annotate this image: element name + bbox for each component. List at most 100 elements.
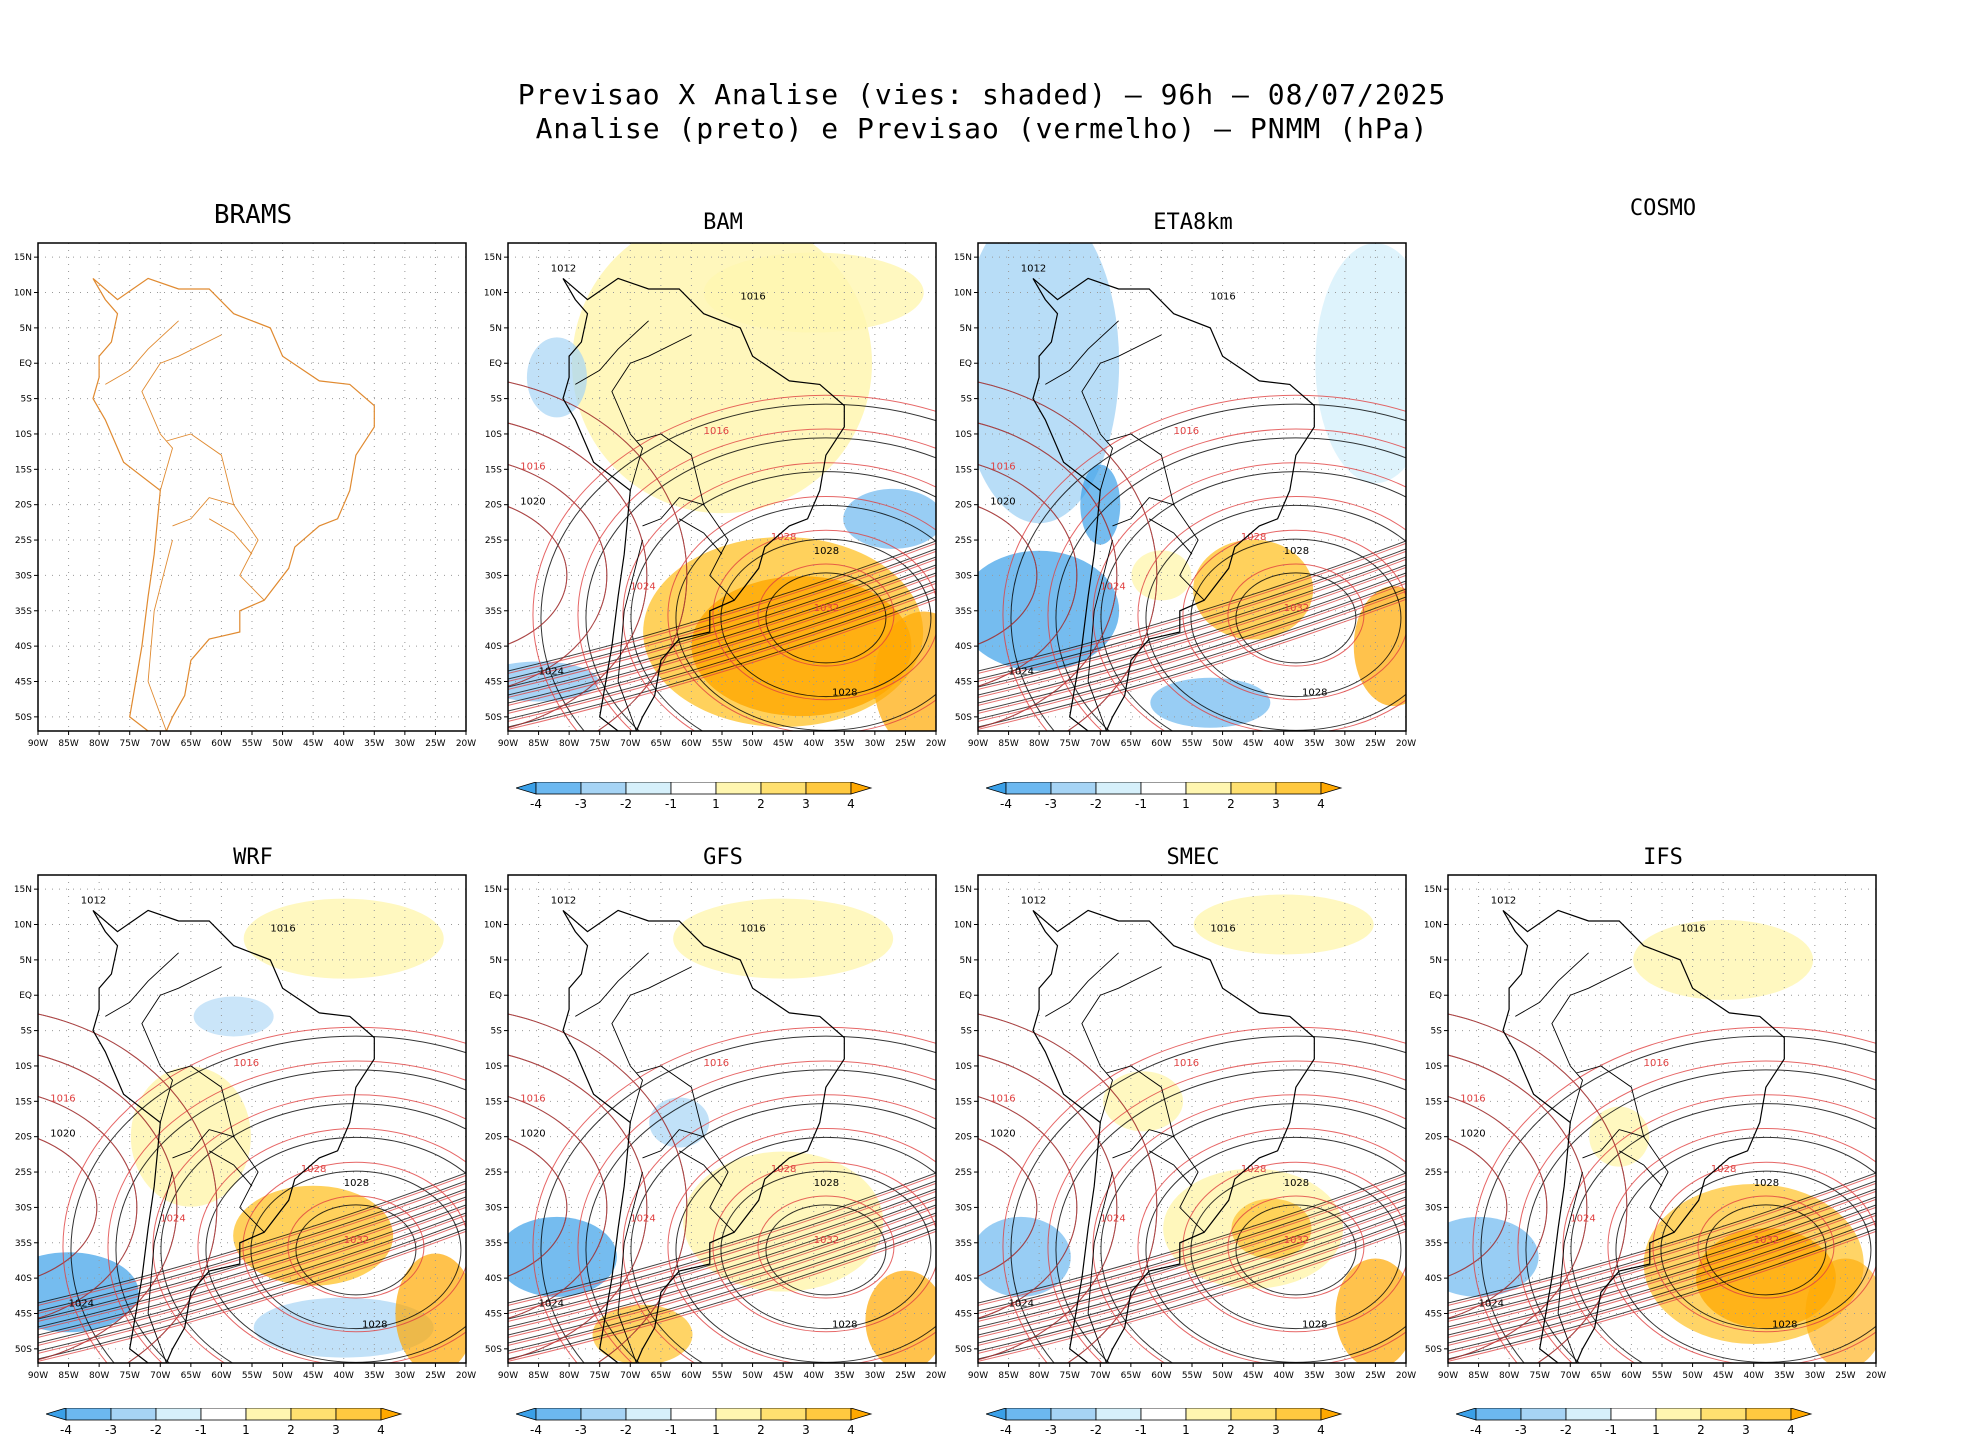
colorbar-label: -1 xyxy=(1135,797,1147,811)
lon-tick-label: 75W xyxy=(120,1371,140,1381)
lat-tick-label: 5N xyxy=(490,956,502,966)
colorbar-segment xyxy=(1275,782,1322,795)
lat-tick-label: 45S xyxy=(955,677,972,687)
analysis-isobar xyxy=(1448,1196,1876,1328)
forecast-label: 1016 xyxy=(520,461,545,472)
analysis-label: 1020 xyxy=(520,1129,545,1140)
panel-title-ifs: IFS xyxy=(1643,845,1683,870)
colorbar-label: 4 xyxy=(847,797,855,811)
analysis-isobar xyxy=(630,471,936,731)
lon-tick-label: 70W xyxy=(620,1371,640,1381)
analysis-label: 1012 xyxy=(1021,263,1046,274)
forecast-isobar xyxy=(1448,1182,1876,1314)
analysis-isobar xyxy=(978,1172,1406,1304)
lat-tick-label: 5N xyxy=(490,324,502,334)
colorbar-label: 3 xyxy=(1742,1423,1750,1437)
forecast-isobar xyxy=(1448,1214,1876,1346)
colorbar-label: 1 xyxy=(712,1423,720,1437)
colorbar-segment xyxy=(1230,1408,1277,1421)
lon-tick-label: 55W xyxy=(1182,1371,1202,1381)
forecast-isobar xyxy=(1137,1128,1406,1363)
country-border xyxy=(617,1171,643,1363)
lat-tick-label: EQ xyxy=(1429,991,1442,1001)
analysis-isobar xyxy=(508,1188,936,1320)
forecast-isobar xyxy=(1047,428,1406,731)
lon-tick-label: 90W xyxy=(28,1371,48,1381)
lat-tick-label: 30S xyxy=(15,1203,32,1213)
analysis-label: 1016 xyxy=(1210,924,1235,935)
colorbar-segment xyxy=(580,782,627,795)
lat-tick-label: 10S xyxy=(485,1062,502,1072)
analysis-label: 1028 xyxy=(814,546,839,557)
forecast-label: 1024 xyxy=(630,582,655,593)
lat-tick-label: 15S xyxy=(485,465,502,475)
analysis-label: 1016 xyxy=(740,924,765,935)
country-border xyxy=(166,433,235,527)
country-border xyxy=(1618,1150,1663,1187)
bias-shade xyxy=(508,661,599,702)
panel-title-wrf: WRF xyxy=(233,845,273,870)
analysis-isobar xyxy=(978,556,1406,688)
forecast-label: 1016 xyxy=(520,1093,545,1104)
lat-tick-label: 50S xyxy=(485,1345,502,1355)
coastline xyxy=(1032,909,1315,1363)
lat-tick-label: 35S xyxy=(485,607,502,617)
lat-tick-label: 30S xyxy=(485,571,502,581)
lon-tick-label: 75W xyxy=(1060,739,1080,749)
country-border xyxy=(636,433,705,527)
lon-tick-label: 40W xyxy=(804,739,824,749)
lon-tick-label: 65W xyxy=(181,1371,201,1381)
colorbar-segment xyxy=(1005,1408,1052,1421)
colorbar-segment xyxy=(535,782,582,795)
lat-tick-label: 5S xyxy=(1431,1027,1443,1037)
lon-tick-label: 25W xyxy=(895,1371,915,1381)
lon-tick-label: 30W xyxy=(1335,739,1355,749)
forecast-isobar xyxy=(978,381,1158,731)
analysis-isobar xyxy=(1448,1180,1876,1312)
forecast-label: 1024 xyxy=(160,1214,185,1225)
lat-tick-label: 15S xyxy=(15,465,32,475)
colorbar-segment xyxy=(1140,1408,1187,1421)
lat-tick-label: 10S xyxy=(1425,1062,1442,1072)
lat-tick-label: EQ xyxy=(19,359,32,369)
colorbar-label: -2 xyxy=(1560,1423,1572,1437)
map-panel-eta8km: 1012 1016 1020 1024 1028 1028 1016 1024 1028 1032… xyxy=(954,242,1416,749)
analysis-label: 1024 xyxy=(1009,1298,1034,1309)
lat-tick-label: 15S xyxy=(955,465,972,475)
colorbar-arrow-right xyxy=(1790,1408,1813,1421)
forecast-isobar xyxy=(532,1026,936,1363)
lon-tick-label: 45W xyxy=(773,1371,793,1381)
colorbar-segment xyxy=(670,782,717,795)
analysis-isobar xyxy=(160,1103,466,1363)
forecast-isobar xyxy=(978,506,1038,645)
panel-title-cosmo: COSMO xyxy=(1629,196,1697,221)
country-border xyxy=(1106,433,1175,527)
lat-tick-label: EQ xyxy=(489,991,502,1001)
analysis-isobar xyxy=(630,1103,936,1363)
colorbar-segment xyxy=(1185,782,1232,795)
forecast-isobar xyxy=(978,1214,1406,1346)
country-border xyxy=(208,518,253,555)
forecast-isobar xyxy=(508,1013,688,1363)
lat-tick-label: 20S xyxy=(955,1133,972,1143)
coastline xyxy=(1032,277,1315,731)
lon-tick-label: 70W xyxy=(150,739,170,749)
country-border xyxy=(147,539,173,731)
lat-tick-label: 35S xyxy=(955,1239,972,1249)
colorbar-label: 3 xyxy=(332,1423,340,1437)
forecast-isobar xyxy=(978,566,1406,698)
forecast-label: 1032 xyxy=(344,1235,369,1246)
lat-tick-label: 25S xyxy=(955,536,972,546)
forecast-isobar xyxy=(1002,394,1406,731)
forecast-label: 1028 xyxy=(1241,1164,1266,1175)
lat-tick-label: 10N xyxy=(484,289,502,299)
colorbar-segment xyxy=(1520,1408,1567,1421)
lon-tick-label: 40W xyxy=(334,1371,354,1381)
analysis-label: 1012 xyxy=(81,895,106,906)
lon-tick-label: 85W xyxy=(998,1371,1018,1381)
country-border xyxy=(1087,1171,1113,1363)
forecast-isobar xyxy=(38,1198,466,1330)
lat-tick-label: EQ xyxy=(19,991,32,1001)
lon-tick-label: 60W xyxy=(211,739,231,749)
forecast-isobar xyxy=(508,566,936,698)
